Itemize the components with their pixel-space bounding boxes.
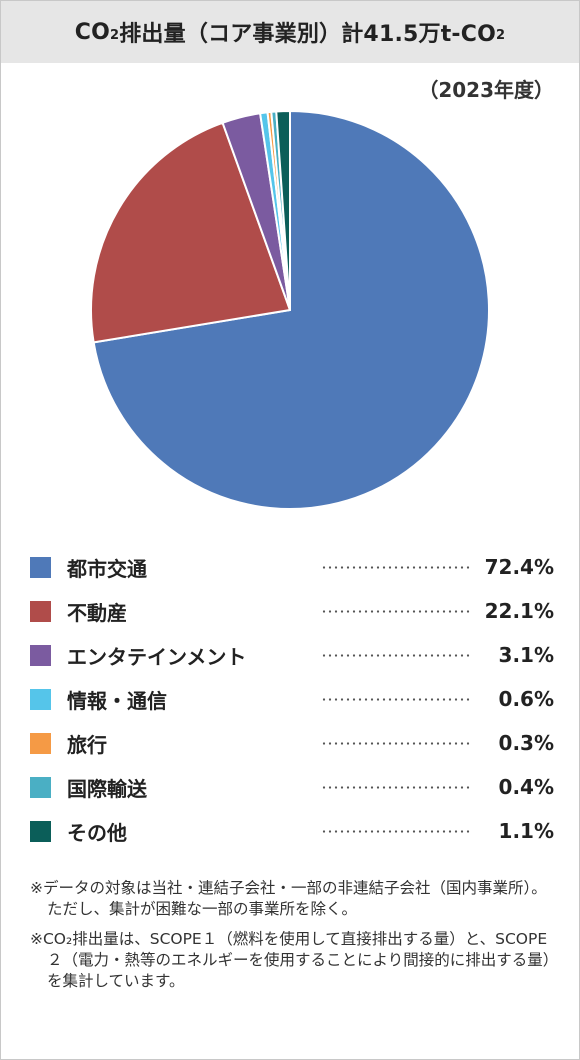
- pie-slice-0: [92, 110, 490, 510]
- legend-item: 旅行 0.3%: [30, 721, 554, 765]
- legend-label: エンタテインメント: [67, 644, 247, 669]
- legend-value: 3.1%: [498, 643, 554, 667]
- footnotes: ※データの対象は当社・連結子会社・一部の非連結子会社（国内事業所）。ただし、集計…: [30, 878, 558, 1001]
- chart-title: CO 2 排出量（コア事業別）計41.5万t-CO 2: [1, 1, 579, 63]
- fiscal-year-label: （2023年度）: [418, 78, 554, 102]
- title-subscript-2: 2: [496, 27, 506, 43]
- leader-dots: [321, 785, 472, 789]
- legend-swatch: [30, 644, 51, 666]
- legend-value: 22.1%: [484, 599, 554, 623]
- legend-value: 72.4%: [484, 555, 554, 579]
- legend-value: 0.3%: [498, 731, 554, 755]
- legend-item: その他 1.1%: [30, 809, 554, 853]
- legend-label: 都市交通: [67, 556, 147, 581]
- leader-dots: [321, 653, 472, 657]
- legend-item: 情報・通信 0.6%: [30, 677, 554, 721]
- legend-item: エンタテインメント 3.1%: [30, 633, 554, 677]
- pie-slice-6: [275, 110, 291, 311]
- legend-item: 国際輸送 0.4%: [30, 765, 554, 809]
- leader-dots: [321, 609, 472, 613]
- leader-dots: [321, 697, 472, 701]
- footnote: ※データの対象は当社・連結子会社・一部の非連結子会社（国内事業所）。ただし、集計…: [30, 879, 547, 918]
- legend-value: 0.4%: [498, 775, 554, 799]
- legend-swatch: [30, 600, 51, 622]
- legend-swatch: [30, 688, 51, 710]
- chart-legend: 都市交通 72.4% 不動産 22.1% エンタテインメント 3.1% 情報・通信 0.6% 旅…: [30, 545, 554, 853]
- title-main: 排出量（コア事業別）計41.5万t-CO: [119, 22, 497, 47]
- pie-chart: [90, 110, 490, 510]
- legend-value: 1.1%: [498, 819, 554, 843]
- leader-dots: [321, 741, 472, 745]
- leader-dots: [321, 829, 472, 833]
- legend-swatch: [30, 820, 51, 842]
- pie-slice-1: [90, 121, 291, 344]
- legend-swatch: [30, 732, 51, 754]
- legend-swatch: [30, 556, 51, 578]
- footnote: ※CO₂排出量は、SCOPE１（燃料を使用して直接排出する量）と、SCOPE２（…: [30, 930, 551, 990]
- legend-item: 不動産 22.1%: [30, 589, 554, 633]
- legend-value: 0.6%: [498, 687, 554, 711]
- title-subscript: 2: [109, 27, 120, 43]
- legend-label: 国際輸送: [67, 776, 147, 801]
- legend-label: 不動産: [67, 600, 127, 625]
- legend-label: 旅行: [67, 732, 107, 757]
- leader-dots: [321, 565, 472, 569]
- title-prefix: CO: [74, 19, 110, 45]
- legend-label: その他: [67, 820, 127, 845]
- legend-swatch: [30, 776, 51, 798]
- legend-item: 都市交通 72.4%: [30, 545, 554, 589]
- legend-label: 情報・通信: [67, 688, 167, 713]
